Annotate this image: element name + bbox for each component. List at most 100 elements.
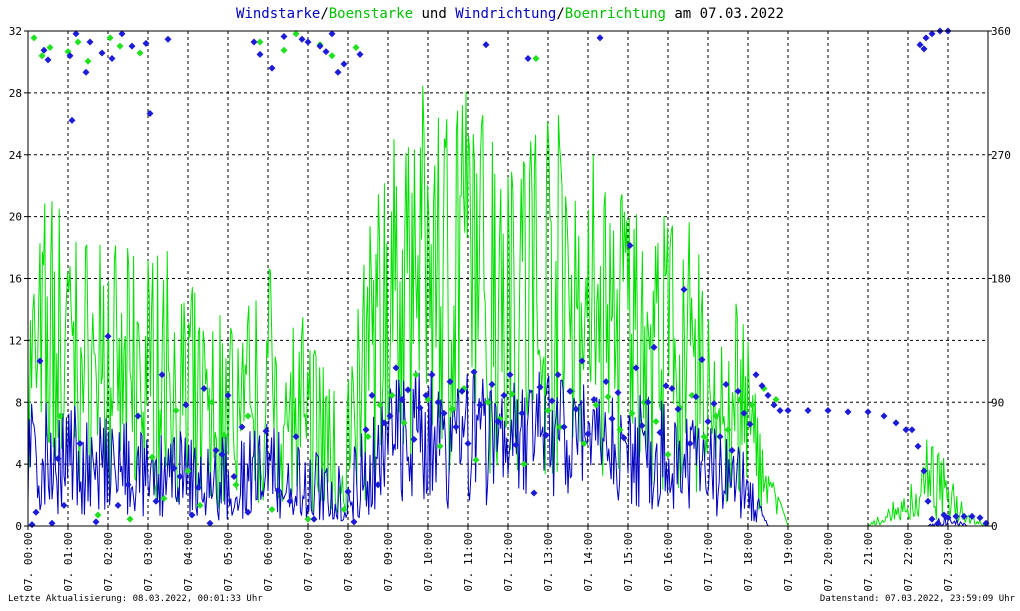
wind-direction-point (566, 387, 574, 395)
gust-direction-point (532, 55, 540, 62)
y-left-tick-label: 12 (9, 334, 22, 347)
gust-direction-point (160, 495, 168, 502)
x-tick-label: 07. 06:00 (262, 532, 275, 592)
x-tick-label: 07. 04:00 (182, 532, 195, 592)
gust-direction-point (772, 396, 780, 403)
gust-direction-point (56, 412, 64, 420)
wind-direction-point (922, 34, 930, 42)
gust-direction-point (592, 401, 600, 409)
x-tick-label: 07. 00:00 (22, 532, 35, 592)
wind-direction-point (68, 116, 76, 124)
gust-direction-point (484, 398, 492, 406)
wind-direction-point (36, 357, 44, 365)
gust-direction-point (712, 412, 720, 420)
gust-direction-point (232, 481, 240, 489)
x-tick-label: 07. 03:00 (142, 532, 155, 592)
wind-direction-point (398, 396, 406, 403)
x-tick-label: 07. 15:00 (622, 532, 635, 592)
wind-direction-point (350, 518, 358, 526)
wind-direction-point (752, 371, 760, 379)
wind-direction-point (668, 385, 676, 392)
wind-direction-point (632, 364, 640, 372)
wind-direction-point (176, 473, 184, 480)
wind-direction-point (506, 371, 514, 379)
wind-direction-point (392, 364, 400, 372)
wind-direction-point (590, 396, 598, 403)
gust-direction-point (748, 401, 756, 409)
wind-direction-point (298, 35, 306, 43)
wind-direction-point (500, 391, 508, 399)
title-part: / (320, 6, 328, 22)
wind-direction-point (410, 435, 418, 443)
wind-direction-point (98, 49, 106, 57)
gust-direction-point (280, 46, 288, 54)
x-tick-label: 07. 18:00 (742, 532, 755, 592)
wind-direction-point (554, 371, 562, 379)
wind-direction-point (164, 35, 172, 43)
gust-direction-point (628, 409, 636, 417)
wind-direction-series (28, 27, 990, 529)
x-tick-label: 07. 07:00 (302, 532, 315, 592)
wind-direction-point (60, 501, 68, 509)
wind-direction-point (804, 407, 812, 414)
x-tick-label: 07. 10:00 (422, 532, 435, 592)
wind-direction-point (268, 64, 276, 72)
wind-direction-point (638, 422, 646, 430)
gust-direction-point (556, 423, 564, 431)
wind-direction-point (602, 378, 610, 386)
wind-direction-point (784, 407, 792, 414)
gust-direction-point (74, 38, 82, 46)
wind-direction-point (322, 48, 330, 56)
wind-direction-point (286, 497, 294, 505)
wind-direction-point (710, 400, 718, 408)
wind-direction-point (280, 33, 288, 40)
gust-direction-point (388, 391, 396, 399)
y-left-tick-label: 32 (9, 25, 22, 38)
wind-direction-point (362, 426, 370, 434)
x-tick-label: 07. 08:00 (342, 532, 355, 592)
wind-direction-point (380, 419, 388, 427)
wind-direction-point (608, 415, 616, 423)
wind-direction-point (304, 38, 312, 46)
wind-direction-point (548, 397, 556, 405)
title-part: und (413, 6, 455, 22)
y-right-tick-label: 360 (991, 25, 1011, 38)
wind-direction-point (104, 332, 112, 340)
wind-direction-point (92, 518, 100, 526)
wind-direction-point (914, 442, 922, 450)
wind-direction-point (374, 481, 382, 489)
y-axis-right: 0 90 180 270 360 (988, 25, 1011, 533)
x-tick-label: 07. 13:00 (542, 532, 555, 592)
gust-direction-point (472, 456, 480, 464)
gust-direction-point (520, 460, 528, 468)
wind-direction-point (644, 398, 652, 406)
chart-title: Windstarke/Boenstarke und Windrichtung/B… (236, 6, 784, 22)
wind-direction-point (758, 382, 766, 390)
gust-direction-point (508, 390, 516, 398)
gust-direction-point (376, 401, 384, 409)
wind-direction-point (716, 433, 724, 441)
y-left-tick-label: 28 (9, 87, 22, 100)
wind-direction-point (334, 68, 342, 76)
gust-direction-point (94, 511, 102, 519)
wind-direction-point (844, 408, 852, 416)
gust-direction-point (84, 57, 92, 65)
x-tick-label: 07. 20:00 (822, 532, 835, 592)
x-tick-label: 07. 17:00 (702, 532, 715, 592)
wind-direction-point (386, 412, 394, 420)
wind-direction-point (620, 434, 628, 442)
wind-direction-point (292, 433, 300, 441)
gust-direction-point (700, 433, 708, 441)
wind-direction-point (662, 382, 670, 390)
wind-direction-point (824, 407, 832, 414)
wind-direction-point (692, 393, 700, 401)
wind-direction-point (934, 519, 942, 527)
y-axis-left: 0 4 8 12 16 20 24 28 32 (9, 25, 28, 533)
wind-direction-point (416, 404, 424, 412)
wind-direction-point (224, 391, 232, 399)
wind-direction-point (908, 426, 916, 434)
y-right-tick-label: 180 (991, 273, 1011, 286)
wind-direction-point (542, 431, 550, 439)
wind-direction-point (976, 514, 984, 522)
gust-direction-point (148, 453, 156, 461)
